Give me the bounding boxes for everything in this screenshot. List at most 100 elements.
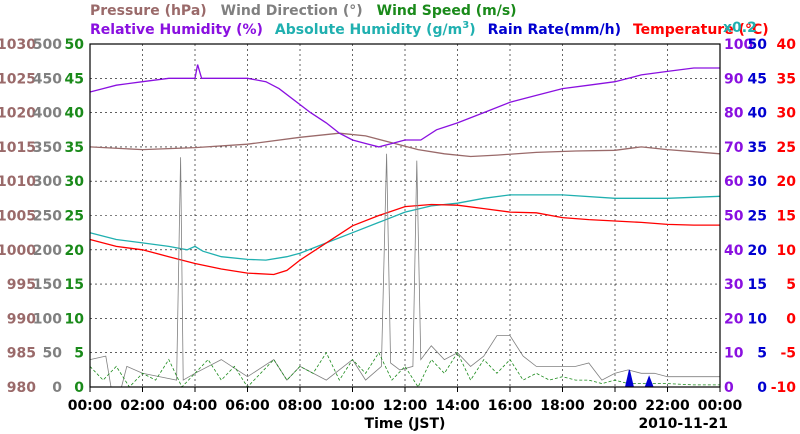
legend-entry: Pressure (hPa) <box>90 3 207 19</box>
x-axis-title: Time (JST) <box>365 416 446 432</box>
temperature-tick-label: 5 <box>786 277 796 293</box>
relative-humidity-tick-label: 60 <box>724 174 744 190</box>
x-tick-label: 18:00 <box>540 398 585 414</box>
wind-direction-tick-label: 400 <box>33 106 62 122</box>
pressure-tick-label: 1025 <box>0 71 36 87</box>
x-tick-label: 10:00 <box>330 398 375 414</box>
chart-date: 2010-11-21 <box>638 416 728 432</box>
pressure-tick-label: 1015 <box>0 140 36 156</box>
wind-direction-tick-label: 150 <box>33 277 62 293</box>
series-group <box>89 64 721 388</box>
abs-humidity-rain-tick-label: 5 <box>757 346 767 362</box>
wind-speed-tick-label: 15 <box>65 277 84 293</box>
rain-scale-note: x0.2 <box>723 20 757 36</box>
temperature-tick-label: 15 <box>777 209 796 225</box>
x-tick-label: 02:00 <box>120 398 165 414</box>
temperature-tick-label: 20 <box>777 174 797 190</box>
pressure-tick-label: 1005 <box>0 209 36 225</box>
x-tick-label: 00:00 <box>68 398 113 414</box>
pressure-tick-label: 1030 <box>0 37 36 53</box>
wind-direction-tick-label: 50 <box>43 346 63 362</box>
x-tick-label: 12:00 <box>383 398 428 414</box>
wind-speed-tick-label: 10 <box>65 311 85 327</box>
relative-humidity-tick-label: 0 <box>724 380 734 396</box>
series-relative-humidity <box>89 64 720 148</box>
temperature-tick-label: 10 <box>777 243 797 259</box>
relative-humidity-tick-label: 50 <box>724 209 744 225</box>
grid <box>90 44 720 387</box>
relative-humidity-tick-label: 40 <box>724 243 744 259</box>
wind-direction-tick-label: 100 <box>33 311 62 327</box>
abs-humidity-rain-tick-label: 0 <box>757 380 767 396</box>
wind-direction-tick-label: 200 <box>33 243 62 259</box>
legend-row-1: Pressure (hPa) Wind Direction (°) Wind Spe… <box>90 3 517 19</box>
legend-entry: Wind Speed (m/s) <box>377 3 517 19</box>
wind-speed-tick-label: 50 <box>65 37 85 53</box>
x-tick-label: 00:00 <box>698 398 743 414</box>
pressure-tick-label: 1020 <box>0 106 36 122</box>
temperature-tick-label: 35 <box>777 71 796 87</box>
temperature-tick-label: 30 <box>777 106 797 122</box>
relative-humidity-axis: 0 10 20 30 40 50 60 70 80 90 100 <box>724 37 753 396</box>
temperature-tick-label: 25 <box>777 140 796 156</box>
wind-speed-tick-label: 40 <box>65 106 85 122</box>
wind-speed-tick-label: 25 <box>65 209 84 225</box>
relative-humidity-tick-label: 100 <box>724 37 753 53</box>
relative-humidity-tick-label: 80 <box>724 106 744 122</box>
x-tick-label: 20:00 <box>593 398 638 414</box>
x-tick-label: 14:00 <box>435 398 480 414</box>
pressure-tick-label: 985 <box>7 346 36 362</box>
legend-entry: Rain Rate(mm/h) <box>488 22 621 38</box>
abs-humidity-rain-tick-label: 10 <box>748 311 768 327</box>
series-temperature-c <box>89 203 720 276</box>
wind-speed-tick-label: 45 <box>65 71 84 87</box>
wind-direction-axis: 0 50 100 150 200 250 300 350 400 450 500 <box>33 37 62 396</box>
abs-humidity-rain-tick-label: 50 <box>748 37 768 53</box>
time-axis: 00:00 02:00 04:00 06:00 08:00 10:00 12:00 14:00… <box>68 387 743 414</box>
series-wind-speed-m-s <box>89 351 720 388</box>
wind-speed-tick-label: 30 <box>65 174 85 190</box>
series-pressure-hpa <box>89 132 721 158</box>
x-tick-label: 16:00 <box>488 398 533 414</box>
relative-humidity-tick-label: 30 <box>724 277 744 293</box>
x-tick-label: 08:00 <box>278 398 323 414</box>
wind-direction-tick-label: 450 <box>33 71 62 87</box>
abs-humidity-rain-tick-label: 30 <box>748 174 768 190</box>
wind-speed-axis: 0 5 10 15 20 25 30 35 40 45 50 <box>65 37 85 396</box>
wind-direction-tick-label: 300 <box>33 174 62 190</box>
legend-row-2: Relative Humidity (%) Absolute Humidity (… <box>90 20 769 38</box>
legend-entry: Relative Humidity (%) <box>90 22 263 38</box>
legend-entry: Absolute Humidity (g/m3) <box>275 20 476 38</box>
relative-humidity-tick-label: 20 <box>724 311 744 327</box>
pressure-tick-label: 1000 <box>0 243 36 259</box>
abs-humidity-rain-tick-label: 15 <box>748 277 767 293</box>
x-tick-label: 22:00 <box>645 398 690 414</box>
abs-humidity-rain-tick-label: 45 <box>748 71 767 87</box>
legend-entry: Temperature (°C) <box>633 22 769 38</box>
temperature-tick-label: 40 <box>777 37 797 53</box>
legend-entry: Wind Direction (°) <box>221 3 363 19</box>
abs-humidity-rain-tick-label: 20 <box>748 243 768 259</box>
wind-direction-tick-label: 350 <box>33 140 62 156</box>
temperature-tick-label: 0 <box>786 311 796 327</box>
pressure-tick-label: 990 <box>7 311 36 327</box>
wind-speed-tick-label: 0 <box>74 380 84 396</box>
wind-direction-tick-label: 500 <box>33 37 62 53</box>
wind-speed-tick-label: 5 <box>74 346 84 362</box>
abs-humidity-rain-tick-label: 40 <box>748 106 768 122</box>
series-absolute-humidity-g-m3 <box>89 194 721 261</box>
pressure-tick-label: 995 <box>7 277 36 293</box>
abs-humidity-rain-tick-label: 35 <box>748 140 767 156</box>
temperature-tick-label: -5 <box>780 346 796 362</box>
wind-direction-tick-label: 0 <box>52 380 62 396</box>
relative-humidity-tick-label: 70 <box>724 140 744 156</box>
pressure-tick-label: 1010 <box>0 174 36 190</box>
wind-speed-tick-label: 20 <box>65 243 85 259</box>
abs-humidity-rain-axis: 0 5 10 15 20 25 30 35 40 45 50 <box>748 37 768 396</box>
wind-direction-tick-label: 250 <box>33 209 62 225</box>
pressure-tick-label: 980 <box>7 380 36 396</box>
abs-humidity-rain-tick-label: 25 <box>748 209 767 225</box>
relative-humidity-tick-label: 10 <box>724 346 744 362</box>
temperature-axis: -10 -5 0 5 10 15 20 25 30 35 40 <box>771 37 797 396</box>
